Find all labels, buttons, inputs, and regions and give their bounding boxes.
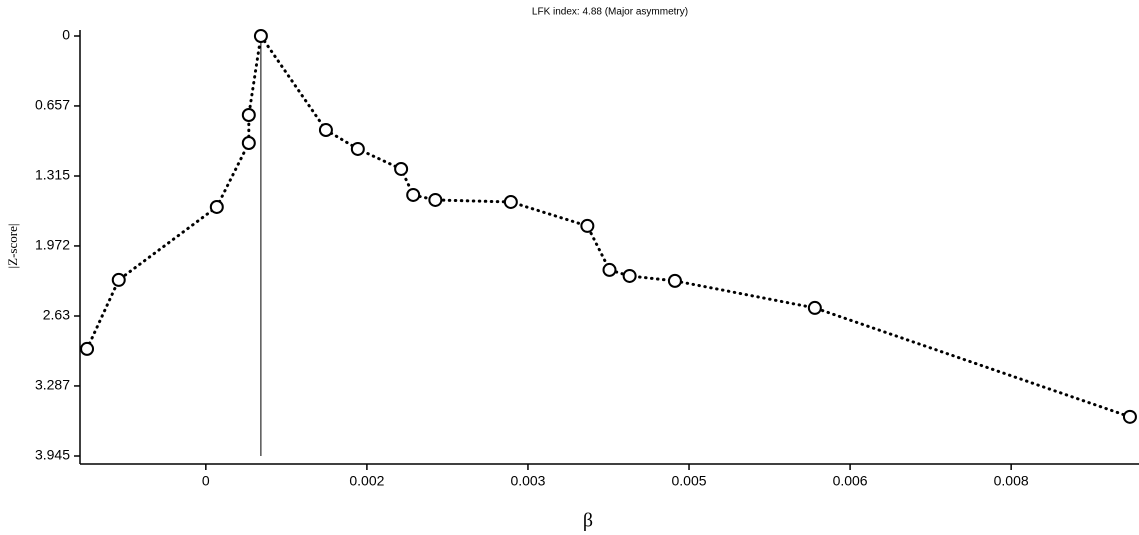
data-point [503,194,518,209]
data-point [406,187,421,202]
data-point [394,161,409,176]
chart-title: LFK index: 4.88 (Major asymmetry) [532,7,688,18]
data-point [1122,409,1137,424]
x-tick-label: 0.005 [672,473,707,489]
data-point [241,135,256,150]
data-point [602,262,617,277]
y-tick-label: 0 [62,27,70,43]
data-point [241,107,256,122]
x-tick-label: 0.006 [833,473,868,489]
data-point [80,341,95,356]
data-point [622,268,637,283]
data-point [209,199,224,214]
x-axis-label: β [583,510,593,532]
data-point [111,272,126,287]
x-tick-label: 0.003 [510,473,545,489]
series-line [85,32,1132,419]
y-tick-label: 3.945 [35,447,70,463]
y-tick-label: 1.315 [35,167,70,183]
data-point [667,273,682,288]
data-point [807,300,822,315]
data-point [253,29,268,43]
x-tick-label: 0 [202,473,210,489]
data-point [580,218,595,233]
x-tick-label: 0.008 [994,473,1029,489]
y-axis-label: |Z-score| [5,224,20,269]
y-tick-label: 1.972 [35,237,70,253]
y-tick-label: 2.63 [43,307,70,323]
data-point [318,123,333,138]
y-tick-label: 3.287 [35,377,70,393]
data-point [350,141,365,156]
x-tick-label: 0.002 [349,473,384,489]
y-tick-label: 0.657 [35,97,70,113]
data-point [428,192,443,207]
